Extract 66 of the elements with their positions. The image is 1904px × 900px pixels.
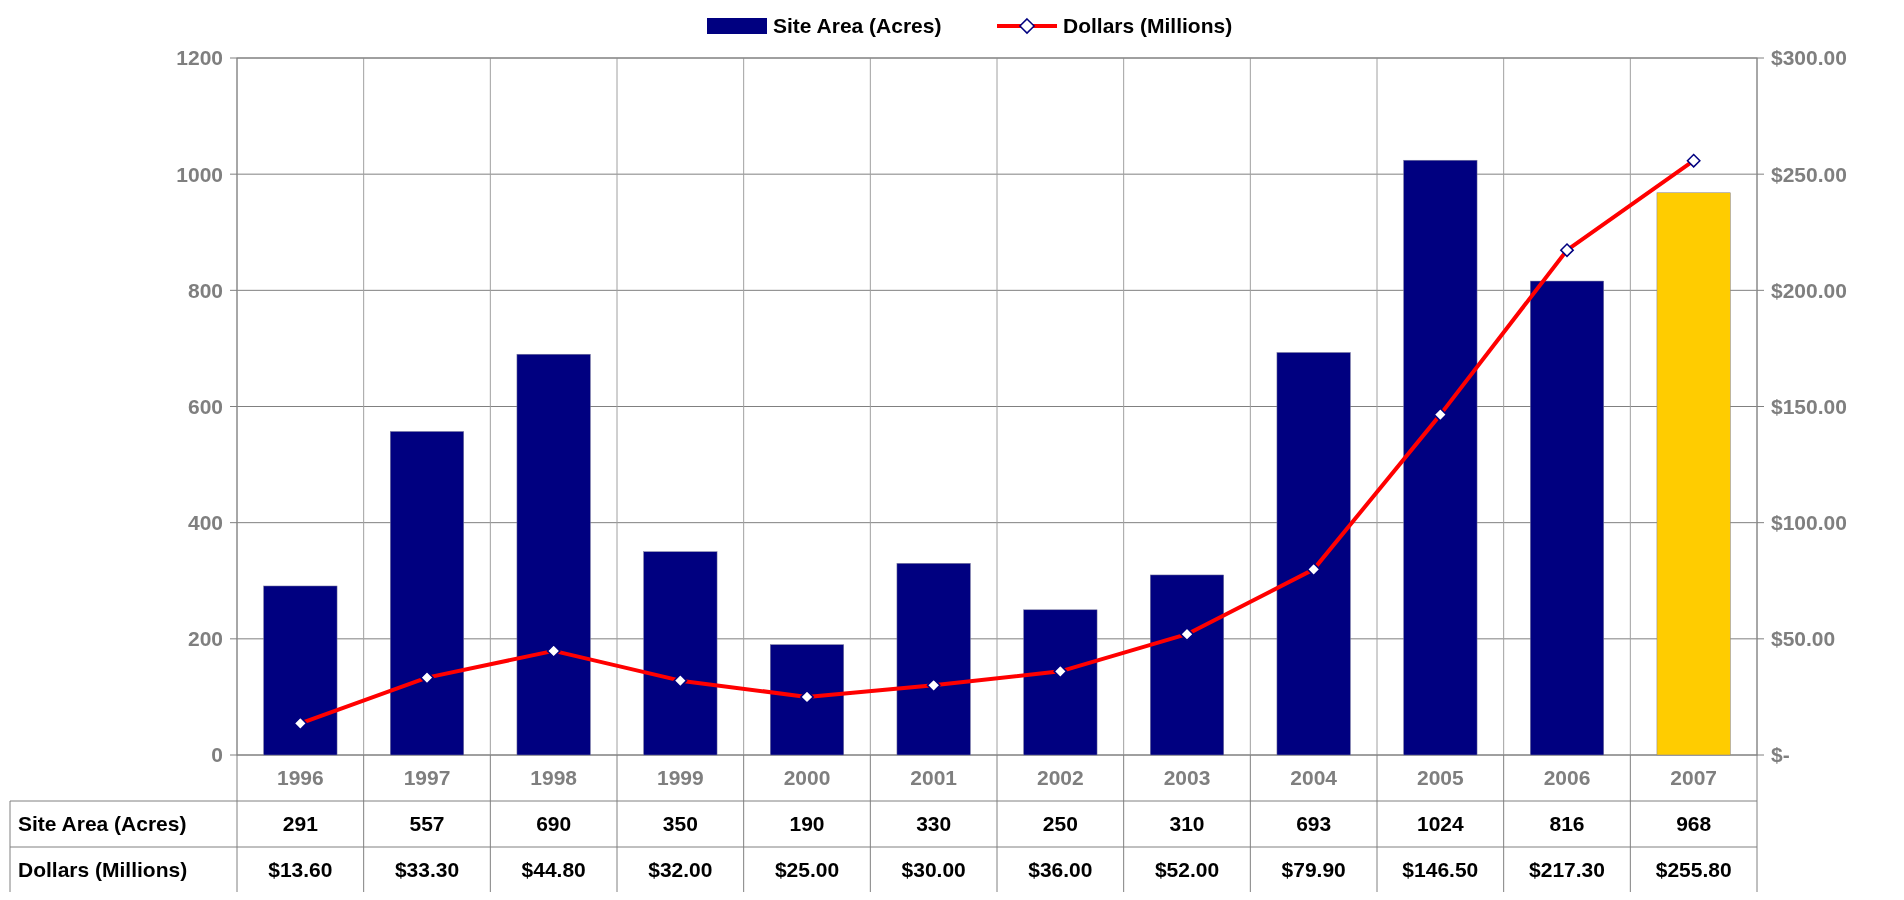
data-label: 968 [1676, 812, 1712, 836]
x-tick-label: 2006 [1543, 766, 1591, 790]
data-label: 291 [282, 812, 319, 836]
x-tick-label: 1997 [403, 766, 451, 790]
legend-label: Dollars (Millions) [1063, 14, 1233, 38]
bar [390, 431, 464, 756]
data-label: 693 [1296, 812, 1332, 836]
data-label: $44.80 [521, 858, 586, 882]
data-label: 557 [409, 812, 445, 836]
data-label: 816 [1549, 812, 1585, 836]
data-label: $79.90 [1281, 858, 1346, 882]
x-tick-label: 2005 [1416, 766, 1465, 790]
data-label: $25.00 [774, 858, 840, 882]
x-tick-label: 1998 [530, 766, 578, 790]
y2-tick-label: $250.00 [1771, 162, 1847, 186]
y2-tick-label: $- [1771, 743, 1790, 767]
y-tick-label: 800 [187, 278, 223, 302]
data-label: 350 [662, 812, 698, 836]
data-label: $217.30 [1529, 858, 1605, 882]
data-label: $255.80 [1655, 858, 1732, 882]
bar [770, 644, 844, 756]
x-tick-label: 2002 [1036, 766, 1084, 790]
bar [1276, 352, 1351, 756]
data-label: 330 [916, 812, 952, 836]
data-label: $52.00 [1154, 858, 1220, 882]
x-tick-label: 2004 [1290, 766, 1338, 790]
y2-tick-label: $150.00 [1771, 394, 1847, 418]
y2-tick-label: $50.00 [1771, 627, 1836, 651]
data-label: $33.30 [394, 858, 460, 882]
data-label: 310 [1169, 812, 1205, 836]
text: Dollars (Millions) [18, 858, 188, 882]
text: Site Area (Acres) [18, 812, 187, 836]
y2-tick-label: $200.00 [1771, 278, 1847, 302]
x-tick-label: 1996 [276, 766, 324, 790]
data-label: $30.00 [901, 858, 966, 882]
data-label: $32.00 [648, 858, 713, 882]
data-label: $146.50 [1402, 858, 1479, 882]
bar [1530, 280, 1604, 756]
x-tick-label: 2000 [783, 766, 831, 790]
data-label: 190 [789, 812, 825, 836]
data-label: 250 [1042, 812, 1078, 836]
data-label: $13.60 [268, 858, 333, 882]
bar [516, 353, 591, 756]
y-tick-label: 0 [211, 743, 223, 767]
bar [896, 563, 971, 756]
y-tick-label: 1000 [176, 162, 223, 186]
y-tick-label: 1200 [176, 46, 223, 70]
y-tick-label: 600 [187, 394, 223, 418]
data-label: 690 [536, 812, 572, 836]
bar [1656, 192, 1731, 756]
x-tick-label: 1999 [656, 766, 704, 790]
bar [1023, 609, 1098, 756]
x-tick-label: 2007 [1670, 766, 1718, 790]
bar [643, 551, 718, 756]
bar [263, 585, 338, 756]
x-tick-label: 2003 [1163, 766, 1211, 790]
y-tick-label: 200 [187, 627, 223, 651]
x-tick-label: 2001 [910, 766, 958, 790]
legend-label: Site Area (Acres) [773, 14, 942, 38]
bar [1403, 159, 1478, 756]
data-label: 1024 [1416, 812, 1465, 836]
y-tick-label: 400 [187, 511, 223, 535]
y2-tick-label: $300.00 [1771, 46, 1847, 70]
data-label: $36.00 [1028, 858, 1093, 882]
bar [1150, 574, 1224, 756]
y2-tick-label: $100.00 [1771, 511, 1847, 535]
